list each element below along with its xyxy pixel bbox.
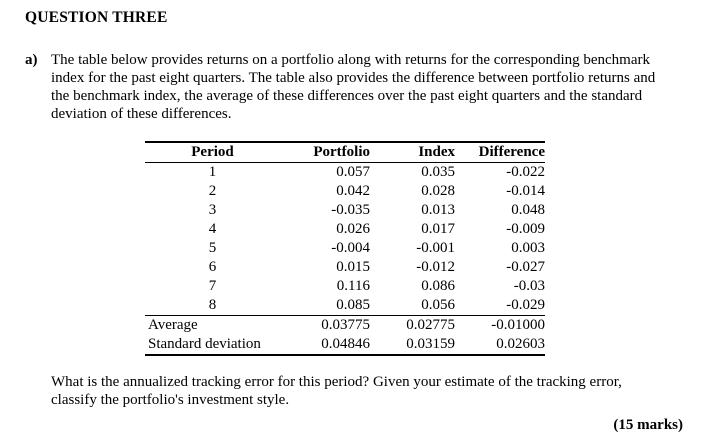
- value-cell: 0.003: [511, 240, 545, 256]
- value-cell: -0.035: [331, 202, 370, 218]
- intro-paragraph: The table below provides returns on a po…: [51, 52, 656, 122]
- period-cell: 3: [208, 202, 217, 218]
- value-cell: -0.004: [331, 240, 370, 256]
- value-cell: 0.057: [336, 164, 370, 180]
- value-cell: 0.085: [336, 297, 370, 313]
- value-cell: 0.048: [511, 202, 545, 218]
- returns-table: Period Portfolio Index Difference 1 0.057…: [145, 141, 545, 356]
- marks-label: (15 marks): [613, 417, 683, 432]
- period-cell: Average: [145, 315, 280, 335]
- question-paragraph: What is the annualized tracking error fo…: [51, 374, 622, 408]
- value-cell: -0.014: [506, 183, 545, 199]
- value-cell: 0.028: [421, 183, 455, 199]
- value-cell: 0.086: [421, 278, 455, 294]
- value-cell: 0.042: [336, 183, 370, 199]
- value-cell: -0.027: [506, 259, 545, 275]
- value-cell: 0.03775: [280, 315, 370, 335]
- column-header-index: Index: [370, 142, 455, 163]
- period-cell: Standard deviation: [148, 336, 261, 352]
- table-row: Average 0.03775 0.02775 -0.01000: [145, 315, 545, 335]
- period-cell: 4: [208, 221, 217, 237]
- value-cell: -0.03: [513, 278, 545, 294]
- column-header-difference: Difference: [455, 142, 545, 163]
- table-row: 8 0.085 0.056 -0.029: [145, 296, 545, 316]
- table-row: 6 0.015 -0.012 -0.027: [145, 258, 545, 277]
- returns-table-body: 1 0.057 0.035 -0.022 2 0.042 0.028 -0.014 3 -0.03…: [145, 163, 545, 356]
- question-heading: QUESTION THREE: [25, 9, 168, 26]
- value-cell: -0.012: [416, 259, 455, 275]
- value-cell: -0.022: [506, 164, 545, 180]
- part-a-section: a) The table below provides returns on a…: [25, 51, 683, 123]
- period-cell: 1: [208, 164, 217, 180]
- value-cell: 0.015: [336, 259, 370, 275]
- value-cell: 0.056: [421, 297, 455, 313]
- column-header-period: Period: [145, 142, 280, 163]
- header-row: Period Portfolio Index Difference: [145, 142, 545, 163]
- value-cell: 0.116: [336, 278, 370, 294]
- value-cell: -0.029: [506, 297, 545, 313]
- period-cell: 2: [208, 183, 217, 199]
- period-cell: 7: [208, 278, 217, 294]
- period-cell: 5: [208, 240, 217, 256]
- value-cell: 0.026: [336, 221, 370, 237]
- table-row: 2 0.042 0.028 -0.014: [145, 182, 545, 201]
- value-cell: 0.02775: [370, 315, 455, 335]
- value-cell: 0.04846: [321, 336, 370, 352]
- returns-table-container: Period Portfolio Index Difference 1 0.057…: [145, 141, 683, 356]
- table-row: 7 0.116 0.086 -0.03: [145, 277, 545, 296]
- value-cell: 0.03159: [406, 336, 455, 352]
- table-row: 4 0.026 0.017 -0.009: [145, 220, 545, 239]
- returns-table-head: Period Portfolio Index Difference: [145, 142, 545, 163]
- value-cell: -0.001: [416, 240, 455, 256]
- table-row: 1 0.057 0.035 -0.022: [145, 163, 545, 183]
- part-a-label: a): [25, 52, 38, 68]
- value-cell: 0.013: [421, 202, 455, 218]
- table-row: Standard deviation 0.04846 0.03159 0.02603: [145, 335, 545, 355]
- period-cell: 8: [208, 297, 217, 313]
- table-row: 5 -0.004 -0.001 0.003: [145, 239, 545, 258]
- value-cell: 0.035: [421, 164, 455, 180]
- value-cell: 0.02603: [496, 336, 545, 352]
- value-cell: -0.01000: [455, 315, 545, 335]
- value-cell: -0.009: [506, 221, 545, 237]
- table-row: 3 -0.035 0.013 0.048: [145, 201, 545, 220]
- column-header-portfolio: Portfolio: [280, 142, 370, 163]
- value-cell: 0.017: [421, 221, 455, 237]
- period-cell: 6: [208, 259, 217, 275]
